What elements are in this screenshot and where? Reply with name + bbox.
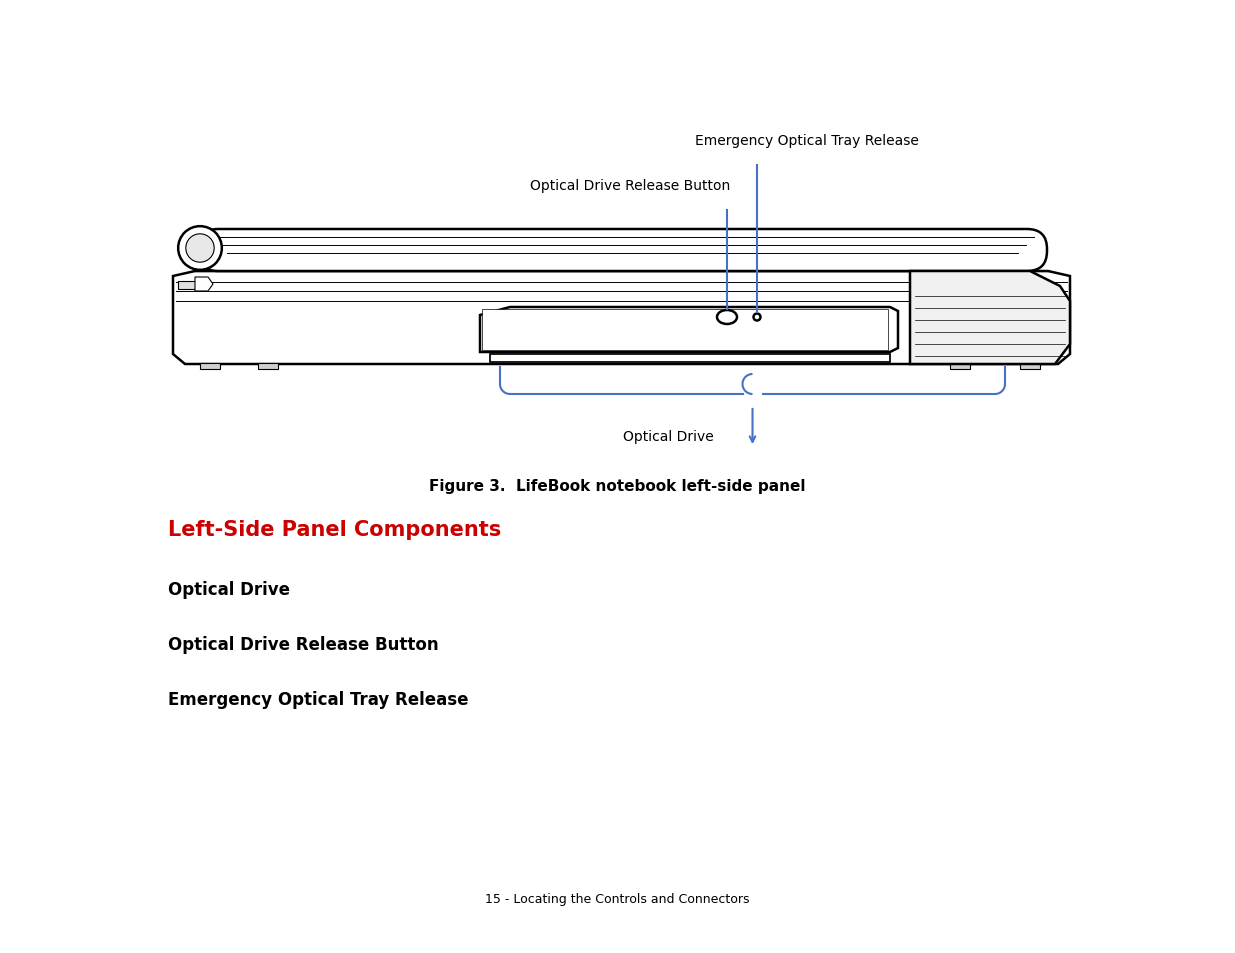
- Text: Optical Drive Release Button: Optical Drive Release Button: [168, 636, 438, 654]
- Polygon shape: [173, 272, 1070, 365]
- Polygon shape: [178, 282, 198, 290]
- Bar: [950, 364, 969, 370]
- Text: Optical Drive Release Button: Optical Drive Release Button: [530, 179, 730, 193]
- Polygon shape: [910, 272, 1070, 365]
- Text: Emergency Optical Tray Release: Emergency Optical Tray Release: [695, 133, 919, 148]
- Polygon shape: [480, 308, 898, 353]
- Text: Optical Drive: Optical Drive: [168, 580, 290, 598]
- Text: Left-Side Panel Components: Left-Side Panel Components: [168, 519, 501, 539]
- Ellipse shape: [753, 314, 761, 321]
- Bar: [482, 310, 888, 351]
- Bar: [1020, 364, 1040, 370]
- Ellipse shape: [185, 234, 214, 263]
- Polygon shape: [195, 277, 212, 292]
- Ellipse shape: [178, 227, 222, 271]
- FancyBboxPatch shape: [198, 230, 1047, 272]
- Bar: [200, 364, 220, 370]
- Text: 15 - Locating the Controls and Connectors: 15 - Locating the Controls and Connector…: [485, 893, 750, 905]
- Bar: [258, 364, 278, 370]
- Text: Optical Drive: Optical Drive: [622, 430, 714, 443]
- Bar: [490, 355, 890, 363]
- Text: Emergency Optical Tray Release: Emergency Optical Tray Release: [168, 690, 468, 708]
- Text: Figure 3.  LifeBook notebook left-side panel: Figure 3. LifeBook notebook left-side pa…: [429, 479, 805, 494]
- Ellipse shape: [718, 311, 737, 325]
